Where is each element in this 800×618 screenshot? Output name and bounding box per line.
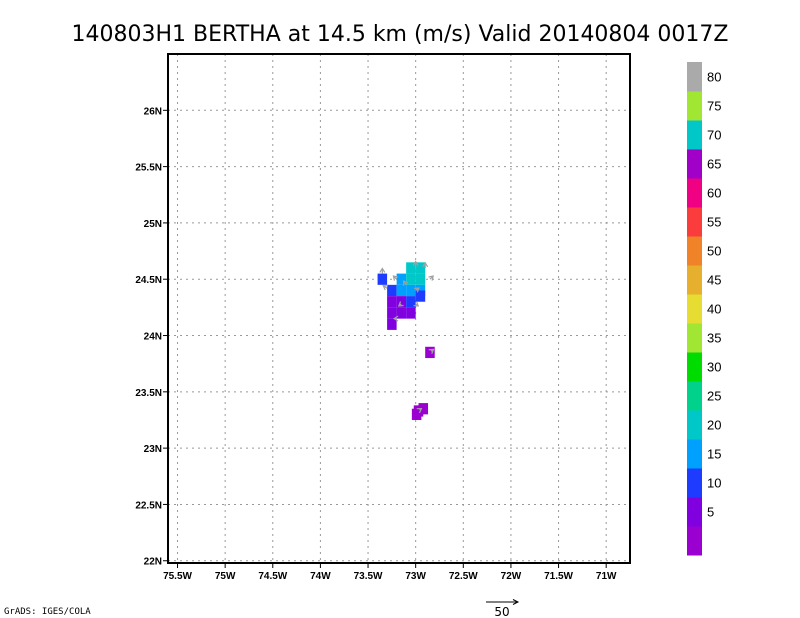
x-tick-label-8: 71.5W <box>544 571 573 582</box>
colorbar-swatch-3 <box>687 439 702 469</box>
wind-vector-10 <box>392 315 399 322</box>
y-tick-label-2: 23N <box>144 444 162 455</box>
y-tick-label-5: 24.5N <box>135 275 162 286</box>
colorbar-swatch-5 <box>687 381 702 411</box>
data-cell-2 <box>396 273 407 285</box>
reference-vector: 50 <box>486 599 520 618</box>
x-tick-label-9: 71W <box>596 571 617 582</box>
data-cell-4 <box>415 273 426 285</box>
colorbar-swatch-16 <box>687 62 702 92</box>
colorbar-swatch-9 <box>687 265 702 295</box>
wind-vector-11 <box>428 348 435 354</box>
colorbar-label-10: 50 <box>707 244 721 259</box>
data-cell-20 <box>418 403 429 415</box>
colorbar-label-2: 10 <box>707 476 721 491</box>
colorbar-swatch-13 <box>687 149 702 179</box>
colorbar: 5 10 15 20 25 30 35 40 45 50 55 60 65 70 75 80 <box>687 62 721 556</box>
colorbar-label-15: 75 <box>707 99 721 114</box>
colorbar-swatch-1 <box>687 497 702 527</box>
x-tick-label-0: 75.5W <box>163 571 192 582</box>
x-axis: 75.5W 75W 74.5W 74W 73.5W 73W 72.5W 72W 71.5W 71W <box>163 563 617 582</box>
colorbar-label-14: 70 <box>707 128 721 143</box>
colorbar-label-1: 5 <box>707 505 714 520</box>
grid <box>168 54 630 563</box>
data-cell-15 <box>406 307 416 319</box>
footer-credit: GrADS: IGES/COLA <box>4 607 91 617</box>
colorbar-swatch-7 <box>687 323 702 353</box>
data-cell-6 <box>396 284 407 297</box>
colorbar-swatch-15 <box>687 91 702 121</box>
chart-title: 140803H1 BERTHA at 14.5 km (m/s) Valid 2… <box>72 22 729 47</box>
colorbar-label-9: 45 <box>707 273 721 288</box>
colorbar-swatch-12 <box>687 178 702 208</box>
data-cell-12 <box>415 290 426 302</box>
colorbar-swatch-11 <box>687 207 702 237</box>
wind-vector-7 <box>382 285 388 291</box>
y-tick-label-7: 25.5N <box>135 163 162 174</box>
x-tick-label-5: 73W <box>405 571 426 582</box>
x-tick-label-7: 72W <box>501 571 522 582</box>
x-tick-label-2: 74.5W <box>258 571 287 582</box>
colorbar-swatch-10 <box>687 236 702 266</box>
wind-vector-9 <box>413 301 420 307</box>
wind-vector-1 <box>422 261 429 268</box>
data-cells <box>377 262 435 420</box>
wind-vector-2 <box>428 275 434 281</box>
data-cell-17 <box>377 273 388 285</box>
colorbar-swatch-8 <box>687 294 702 324</box>
y-tick-label-1: 22.5N <box>135 500 162 511</box>
data-cell-14 <box>396 307 407 319</box>
plot-frame <box>167 53 631 564</box>
data-cell-0 <box>406 262 416 274</box>
wind-vector-8 <box>397 301 404 307</box>
x-tick-label-4: 73.5W <box>354 571 383 582</box>
wind-vector-12 <box>416 407 423 414</box>
reference-vector-label: 50 <box>494 605 509 618</box>
data-cell-11 <box>406 296 416 308</box>
colorbar-swatch-6 <box>687 352 702 382</box>
y-tick-label-0: 22N <box>144 557 162 568</box>
data-cell-21 <box>411 408 422 420</box>
data-cell-1 <box>415 262 426 274</box>
colorbar-swatch-14 <box>687 120 702 150</box>
wind-vectors <box>379 260 435 414</box>
colorbar-swatch-4 <box>687 410 702 440</box>
y-tick-label-6: 25N <box>144 219 162 230</box>
y-tick-label-8: 26N <box>144 106 162 117</box>
colorbar-label-7: 35 <box>707 331 721 346</box>
y-axis: 22N 22.5N 23N 23.5N 24N 24.5N 25N 25.5N 26N <box>135 106 168 568</box>
colorbar-label-6: 30 <box>707 360 721 375</box>
colorbar-label-4: 20 <box>707 418 721 433</box>
data-cell-13 <box>387 307 397 319</box>
wind-vector-6 <box>414 287 420 293</box>
reference-vector-head <box>512 599 520 605</box>
data-cell-16 <box>387 318 397 330</box>
x-tick-label-3: 74W <box>310 571 331 582</box>
data-cell-18 <box>425 346 435 359</box>
data-cell-5 <box>387 284 397 297</box>
colorbar-label-11: 55 <box>707 215 721 230</box>
wind-vector-0 <box>412 260 419 268</box>
wind-vector-3 <box>379 267 386 274</box>
y-tick-label-3: 23.5N <box>135 388 162 399</box>
data-cell-10 <box>396 296 407 308</box>
colorbar-swatch-2 <box>687 468 702 498</box>
colorbar-label-8: 40 <box>707 302 721 317</box>
colorbar-label-13: 65 <box>707 157 721 172</box>
colorbar-swatch-0 <box>687 526 702 556</box>
data-cell-3 <box>406 273 416 285</box>
wind-vector-4 <box>392 275 399 281</box>
colorbar-label-5: 25 <box>707 389 721 404</box>
data-cell-9 <box>387 296 397 308</box>
y-tick-label-4: 24N <box>144 332 162 343</box>
wind-vector-5 <box>402 280 409 286</box>
colorbar-label-16: 80 <box>707 70 721 85</box>
x-tick-label-6: 72.5W <box>449 571 478 582</box>
colorbar-label-12: 60 <box>707 186 721 201</box>
x-tick-label-1: 75W <box>215 571 236 582</box>
colorbar-label-3: 15 <box>707 447 721 462</box>
data-cell-7 <box>406 284 416 297</box>
